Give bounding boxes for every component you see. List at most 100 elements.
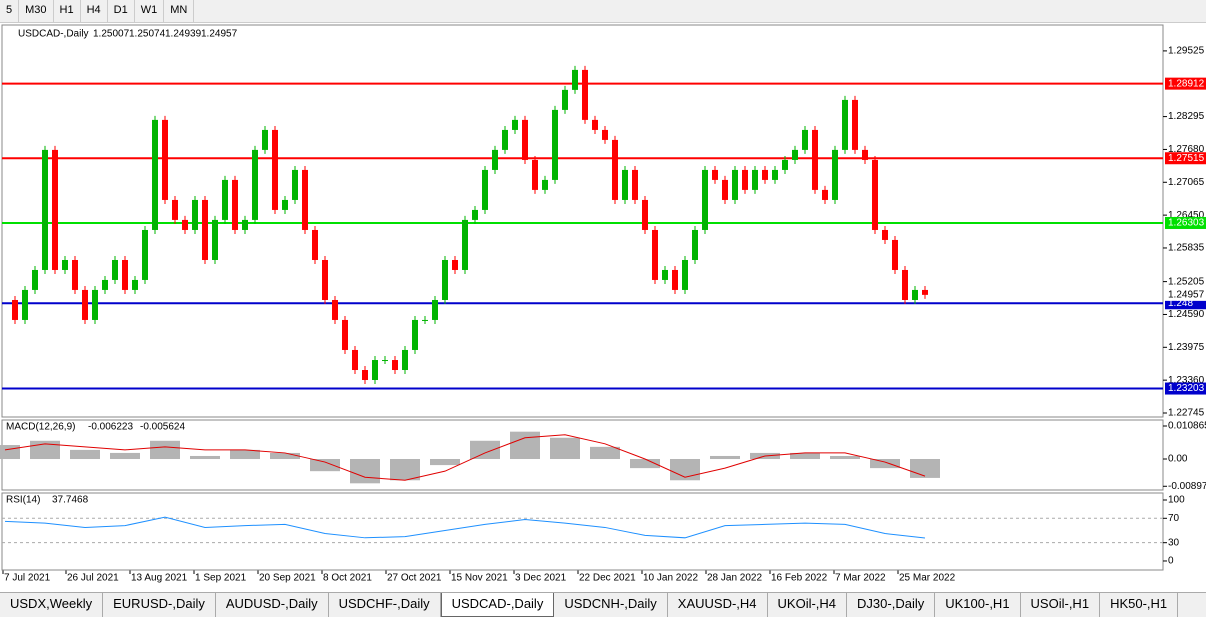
chart-tab[interactable]: XAUUSD-,H4 (668, 593, 768, 617)
chart-tab[interactable]: AUDUSD-,Daily (216, 593, 329, 617)
candle-body (612, 139, 618, 200)
candle-body (272, 129, 278, 210)
macd-bar (670, 459, 700, 481)
x-tick-label: 7 Jul 2021 (4, 573, 51, 584)
candle-body (762, 169, 768, 180)
y-tick-label: 1.24590 (1168, 309, 1205, 320)
y-tick-label: 1.29525 (1168, 46, 1205, 57)
ohlc-value: 1.24939 (165, 29, 202, 40)
chart-tab[interactable]: UKOil-,H4 (768, 593, 848, 617)
candle-body (192, 199, 198, 230)
macd-bar (230, 449, 260, 460)
y-tick-label: 1.26450 (1168, 210, 1205, 221)
chart-tab[interactable]: USDX,Weekly (0, 593, 104, 617)
candle-body (172, 199, 178, 220)
y-tick-label: 1.27065 (1168, 177, 1205, 188)
timeframe-toolbar: 5 M30 H1 H4 D1 W1 MN (0, 0, 1206, 23)
timeframe-button[interactable]: W1 (135, 0, 165, 22)
candle-body (52, 149, 58, 270)
candle-body (472, 209, 478, 220)
macd-bar (70, 449, 100, 460)
ohlc-value: 1.24957 (201, 29, 238, 40)
candle-body (552, 109, 558, 180)
candle-body (32, 269, 38, 290)
candle-body (222, 179, 228, 220)
candle-body (682, 259, 688, 290)
macd-bar (150, 440, 180, 460)
candle-body (702, 169, 708, 230)
x-tick-label: 20 Sep 2021 (259, 573, 316, 584)
y-tick-label: 30 (1168, 537, 1180, 548)
chart-tab[interactable]: USDCAD-,Daily (440, 593, 555, 617)
x-tick-label: 8 Oct 2021 (323, 573, 372, 584)
y-tick-label: 100 (1168, 495, 1185, 506)
y-tick-label: 1.23975 (1168, 342, 1205, 353)
candle-body (152, 119, 158, 230)
y-tick-label: 1.23360 (1168, 375, 1205, 386)
price-tag (1165, 288, 1206, 301)
timeframe-button[interactable]: M30 (19, 0, 54, 22)
x-tick-label: 26 Jul 2021 (67, 573, 119, 584)
level-tag (1165, 77, 1206, 90)
y-tick-label: 0.00 (1168, 454, 1188, 465)
ohlc-value: 1.25074 (129, 29, 166, 40)
macd-bar (550, 437, 580, 460)
macd-bar (510, 431, 540, 460)
timeframe-button[interactable]: D1 (108, 0, 135, 22)
candle-body (802, 129, 808, 150)
candle-body (512, 119, 518, 130)
macd-bar (870, 459, 900, 469)
y-tick-label: 0 (1168, 556, 1174, 567)
candle-body (832, 149, 838, 200)
candle-body (82, 289, 88, 320)
chart-tab[interactable]: UK100-,H1 (935, 593, 1021, 617)
candle-body (212, 219, 218, 260)
y-tick-label: 1.28295 (1168, 111, 1205, 122)
candle-body (42, 149, 48, 270)
timeframe-button[interactable]: H1 (54, 0, 81, 22)
timeframe-button[interactable]: H4 (81, 0, 108, 22)
chart-tab[interactable]: EURUSD-,Daily (103, 593, 216, 617)
candle-body (112, 259, 118, 280)
y-tick-label: 0.010865 (1168, 421, 1206, 432)
x-tick-label: 10 Jan 2022 (643, 573, 698, 584)
macd-bar (190, 455, 220, 460)
candle-body (72, 259, 78, 290)
level-label: 1.28912 (1168, 78, 1205, 89)
candle-body (822, 189, 828, 200)
candle-body (412, 319, 418, 350)
candle-body (622, 169, 628, 200)
macd-bar (630, 459, 660, 469)
chart-tab[interactable]: DJ30-,Daily (847, 593, 936, 617)
candle-body (752, 169, 758, 190)
candle-body (692, 229, 698, 260)
level-label: 1.248 (1168, 298, 1193, 309)
x-tick-label: 16 Feb 2022 (771, 573, 828, 584)
macd-bar (310, 459, 340, 472)
candle-body (862, 149, 868, 160)
x-tick-label: 28 Jan 2022 (707, 573, 762, 584)
candle-body (732, 169, 738, 200)
chart-tab[interactable]: USOil-,H1 (1021, 593, 1101, 617)
macd-bar (710, 455, 740, 460)
y-tick-label: 1.22745 (1168, 408, 1205, 419)
indicator-reading: 37.7468 (52, 495, 89, 506)
timeframe-button[interactable]: MN (164, 0, 195, 22)
chart-tab[interactable]: USDCNH-,Daily (554, 593, 668, 617)
candle-body (642, 199, 648, 230)
candle-body (542, 179, 548, 190)
timeframe-button[interactable]: 5 (0, 0, 20, 22)
chart-tab[interactable]: HK50-,H1 (1100, 593, 1179, 617)
candle-body (432, 299, 438, 320)
y-tick-label: 1.27680 (1168, 144, 1205, 155)
candle-body (292, 169, 298, 200)
candle-body (592, 119, 598, 130)
level-label: 1.27515 (1168, 153, 1205, 164)
chart-tab[interactable]: USDCHF-,Daily (329, 593, 441, 617)
candle-body (492, 149, 498, 170)
candle-body (312, 229, 318, 260)
ohlc-value: 1.25007 (93, 29, 130, 40)
candle-body (672, 269, 678, 290)
candle-body (92, 289, 98, 320)
macd-bar (590, 446, 620, 460)
